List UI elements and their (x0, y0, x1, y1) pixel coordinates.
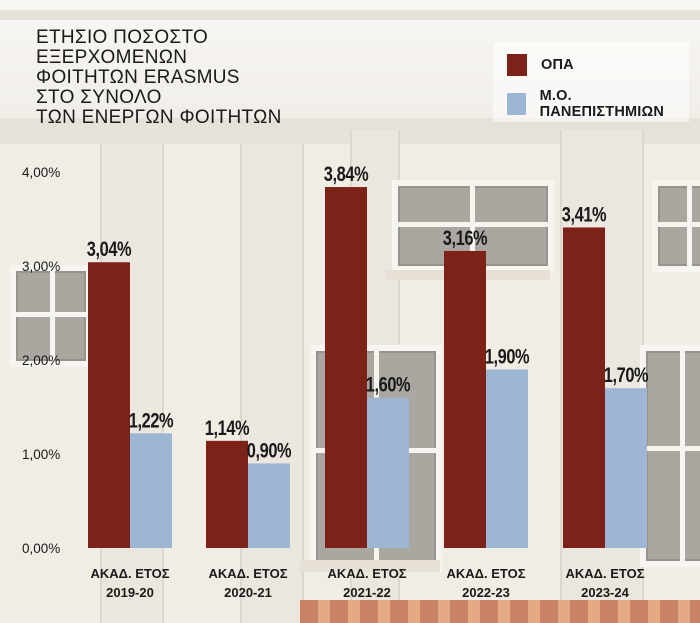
data-label: 0,90% (247, 438, 292, 461)
data-label: 3,41% (562, 203, 607, 226)
chart-title-line: ΣΤΟ ΣΥΝΟΛΟ (36, 87, 162, 108)
bar-opa (88, 262, 130, 548)
x-category-year: 2023-24 (581, 585, 629, 600)
chart-legend: ΟΠΑ Μ.Ο. ΠΑΝΕΠΙΣΤΗΜΙΩΝ (493, 42, 689, 122)
bar-average (130, 433, 172, 548)
chart-title-line: ΕΤΗΣΙΟ ΠΟΣΟΣΤΟ (36, 27, 209, 48)
bar-average (605, 388, 647, 548)
bar-opa (563, 227, 605, 548)
x-category-label: ΑΚΑΔ. ΕΤΟΣ (446, 566, 525, 581)
y-tick-label: 1,00% (22, 447, 60, 462)
chart-title: ΕΤΗΣΙΟ ΠΟΣΟΣΤΟ ΕΞΕΡΧΟΜΕΝΩΝ ΦΟΙΤΗΤΩΝ ERAS… (36, 28, 282, 128)
y-tick-label: 4,00% (22, 165, 60, 180)
data-label: 1,90% (485, 344, 530, 367)
legend-label: ΟΠΑ (541, 57, 574, 73)
legend-swatch-average (507, 93, 526, 115)
y-tick-label: 2,00% (22, 353, 60, 368)
y-tick-label: 3,00% (22, 259, 60, 274)
chart-title-line: ΤΩΝ ΕΝΕΡΓΩΝ ΦΟΙΤΗΤΩΝ (36, 107, 282, 128)
data-label: 1,60% (366, 373, 411, 396)
bar-average (248, 463, 290, 548)
bar-average (486, 369, 528, 548)
x-category-label: ΑΚΑΔ. ΕΤΟΣ (208, 566, 287, 581)
chart-title-line: ΦΟΙΤΗΤΩΝ ERASMUS (36, 67, 240, 88)
bar-opa (444, 250, 486, 548)
data-label: 1,22% (129, 408, 174, 431)
bar-opa (325, 187, 367, 549)
x-category-year: 2022-23 (462, 585, 510, 600)
x-category-label: ΑΚΑΔ. ΕΤΟΣ (90, 566, 169, 581)
data-label: 3,16% (443, 226, 488, 249)
bar-opa (206, 440, 248, 548)
data-label: 3,04% (87, 237, 132, 260)
x-category-year: 2020-21 (224, 585, 272, 600)
x-category-year: 2021-22 (343, 585, 391, 600)
legend-swatch-opa (507, 54, 527, 76)
x-category-label: ΑΚΑΔ. ΕΤΟΣ (565, 566, 644, 581)
legend-label: Μ.Ο. ΠΑΝΕΠΙΣΤΗΜΙΩΝ (539, 88, 664, 120)
data-label: 1,70% (604, 363, 649, 386)
data-label: 3,84% (324, 162, 369, 185)
legend-item-opa: ΟΠΑ (507, 54, 574, 76)
x-category-label: ΑΚΑΔ. ΕΤΟΣ (327, 566, 406, 581)
y-tick-label: 0,00% (22, 541, 60, 556)
data-label: 1,14% (205, 416, 250, 439)
chart-title-line: ΕΞΕΡΧΟΜΕΝΩΝ (36, 47, 188, 68)
bar-average (367, 397, 409, 548)
x-category-year: 2019-20 (106, 585, 154, 600)
legend-item-average: Μ.Ο. ΠΑΝΕΠΙΣΤΗΜΙΩΝ (507, 88, 689, 120)
